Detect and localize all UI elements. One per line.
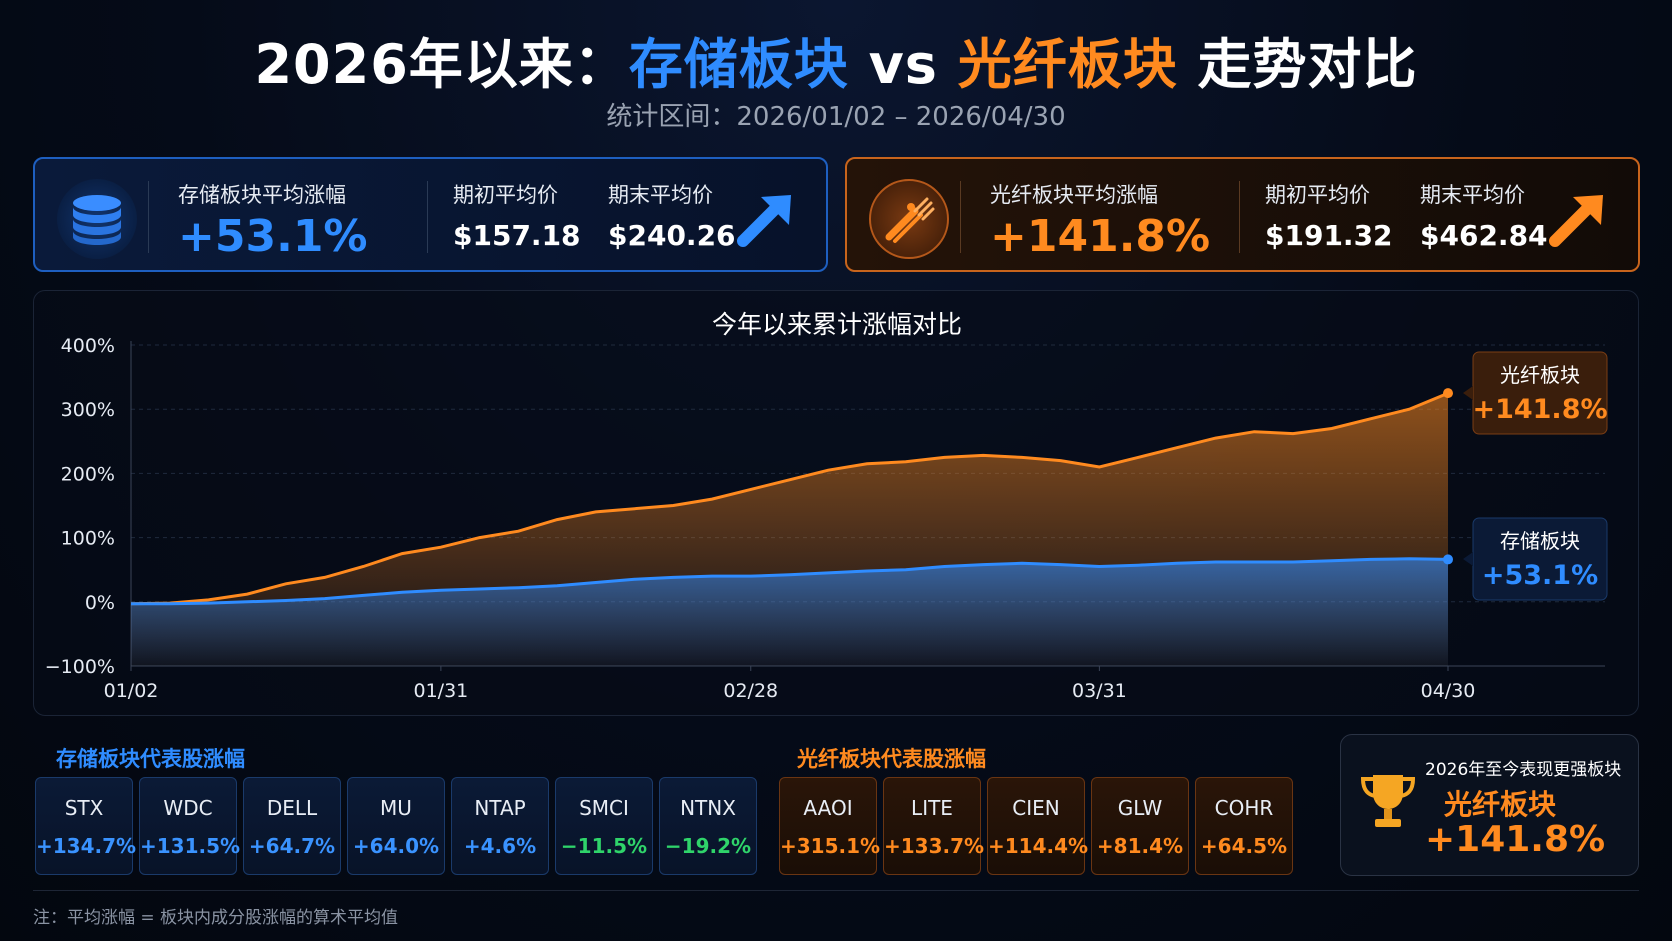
title-storage: 存储板块	[628, 33, 849, 96]
stock-change: +64.7%	[248, 834, 336, 858]
trophy-icon	[1359, 771, 1417, 833]
stock-tile-cohr: COHR +64.5%	[1195, 777, 1293, 875]
page-title: 2026年以来：存储板块 vs 光纤板块 走势对比	[0, 20, 1672, 99]
series-label-pointer-0	[1463, 386, 1473, 400]
page-subtitle: 统计区间：2026/01/02 – 2026/04/30	[606, 102, 1066, 132]
y-tick-label: 0%	[85, 592, 115, 614]
fiber-avg-value: +141.8%	[990, 211, 1211, 262]
stock-change: +4.6%	[463, 834, 537, 858]
card-divider	[1239, 181, 1240, 253]
footer-divider	[33, 890, 1639, 891]
storage-start-value: $157.18	[453, 219, 581, 252]
fiber-end-value: $462.84	[1420, 219, 1548, 252]
stock-ticker: CIEN	[1012, 796, 1060, 820]
y-tick-label: −100%	[45, 656, 115, 678]
x-tick-label: 01/31	[413, 680, 468, 702]
series-line-0	[130, 391, 1449, 606]
stock-change: +64.0%	[352, 834, 440, 858]
cumulative-return-chart: 400% 300% 200% 100% 0% −100%01/02 01/31 02/28 03…	[45, 335, 1608, 702]
arrow-up-right-icon	[735, 189, 797, 251]
stock-tile-dell: DELL +64.7%	[243, 777, 341, 875]
stock-tile-smci: SMCI −11.5%	[555, 777, 653, 875]
fiber-start-label: 期初平均价	[1265, 183, 1370, 207]
stock-ticker: WDC	[163, 796, 213, 820]
title-suffix: 走势对比	[1177, 33, 1418, 96]
stock-tile-ntnx: NTNX −19.2%	[659, 777, 757, 875]
stock-ticker: STX	[64, 796, 104, 820]
stock-ticker: SMCI	[579, 796, 629, 820]
y-tick-label: 400%	[61, 335, 115, 357]
series-name-label: 光纤板块	[1500, 363, 1580, 387]
stock-ticker: MU	[380, 796, 412, 820]
series-value-label: +53.1%	[1482, 560, 1598, 591]
stock-ticker: LITE	[911, 796, 953, 820]
winner-name: 光纤板块	[1444, 788, 1557, 821]
stock-change: +81.4%	[1096, 834, 1184, 858]
fiber-avg-label: 光纤板块平均涨幅	[990, 183, 1158, 207]
x-tick-label: 04/30	[1421, 680, 1476, 702]
stock-change: +64.5%	[1200, 834, 1288, 858]
x-tick-label: 03/31	[1072, 680, 1127, 702]
arrow-up-right-icon	[1547, 189, 1609, 251]
stock-ticker: NTAP	[474, 796, 526, 820]
winner-caption: 2026年至今表现更强板块	[1425, 760, 1622, 780]
y-tick-label: 200%	[61, 463, 115, 485]
x-tick-label: 02/28	[723, 680, 778, 702]
storage-end-label: 期末平均价	[608, 183, 713, 207]
stock-ticker: DELL	[266, 796, 318, 820]
storage-avg-value: +53.1%	[178, 211, 368, 262]
series-end-point-0	[1443, 388, 1453, 399]
stock-change: +114.4%	[988, 834, 1089, 858]
stock-ticker: AAOI	[803, 796, 853, 820]
card-divider	[148, 181, 149, 253]
y-tick-label: 100%	[61, 528, 115, 550]
stock-tile-ntap: NTAP +4.6%	[451, 777, 549, 875]
winner-value: +141.8%	[1425, 819, 1606, 860]
stock-tile-lite: LITE +133.7%	[883, 777, 985, 875]
stock-ticker: NTNX	[680, 796, 736, 820]
fiber-summary-card: 光纤板块平均涨幅 +141.8% 期初平均价 $191.32 期末平均价 $46…	[845, 157, 1640, 272]
stock-tile-stx: STX +134.7%	[35, 777, 137, 875]
storage-summary-card: 存储板块平均涨幅 +53.1% 期初平均价 $157.18 期末平均价 $240…	[33, 157, 828, 272]
stock-change: +133.7%	[884, 834, 985, 858]
stock-tile-wdc: WDC +131.5%	[139, 777, 241, 875]
footnote: 注：平均涨幅 = 板块内成分股涨幅的算术平均值	[33, 908, 399, 928]
stock-change: +134.7%	[36, 834, 137, 858]
stock-change: −11.5%	[560, 834, 648, 858]
chart-title: 今年以来累计涨幅对比	[711, 310, 962, 339]
storage-avg-label: 存储板块平均涨幅	[178, 183, 346, 207]
stock-tile-mu: MU +64.0%	[347, 777, 445, 875]
fiber-start-value: $191.32	[1265, 219, 1393, 252]
series-name-label: 存储板块	[1500, 529, 1580, 553]
storage-stocks-title: 存储板块代表股涨幅	[56, 747, 245, 771]
title-fiber: 光纤板块	[957, 33, 1178, 96]
series-end-point-1	[1443, 554, 1453, 565]
card-divider	[427, 181, 428, 253]
stock-tile-glw: GLW +81.4%	[1091, 777, 1189, 875]
fiber-cable-icon	[869, 179, 949, 259]
series-label-pointer-1	[1463, 552, 1473, 566]
series-area-1	[131, 558, 1448, 666]
y-tick-label: 300%	[61, 399, 115, 421]
title-prefix: 2026年以来：	[254, 33, 629, 96]
card-divider	[960, 181, 961, 253]
series-line-1	[131, 557, 1449, 606]
stock-change: +131.5%	[140, 834, 241, 858]
stock-tile-cien: CIEN +114.4%	[987, 777, 1089, 875]
stock-change: +315.1%	[780, 834, 881, 858]
storage-start-label: 期初平均价	[453, 183, 558, 207]
stock-tile-aaoi: AAOI +315.1%	[779, 777, 881, 875]
stock-change: −19.2%	[664, 834, 752, 858]
title-vs: vs	[848, 33, 958, 96]
fiber-end-label: 期末平均价	[1420, 183, 1525, 207]
storage-end-value: $240.26	[608, 219, 736, 252]
x-tick-label: 01/02	[104, 680, 159, 702]
stock-ticker: COHR	[1214, 796, 1274, 820]
winner-card: 2026年至今表现更强板块 光纤板块 +141.8%	[1340, 734, 1639, 876]
series-value-label: +141.8%	[1472, 394, 1607, 425]
fiber-stocks-title: 光纤板块代表股涨幅	[797, 747, 986, 771]
stock-ticker: GLW	[1117, 796, 1163, 820]
database-icon	[57, 179, 137, 259]
